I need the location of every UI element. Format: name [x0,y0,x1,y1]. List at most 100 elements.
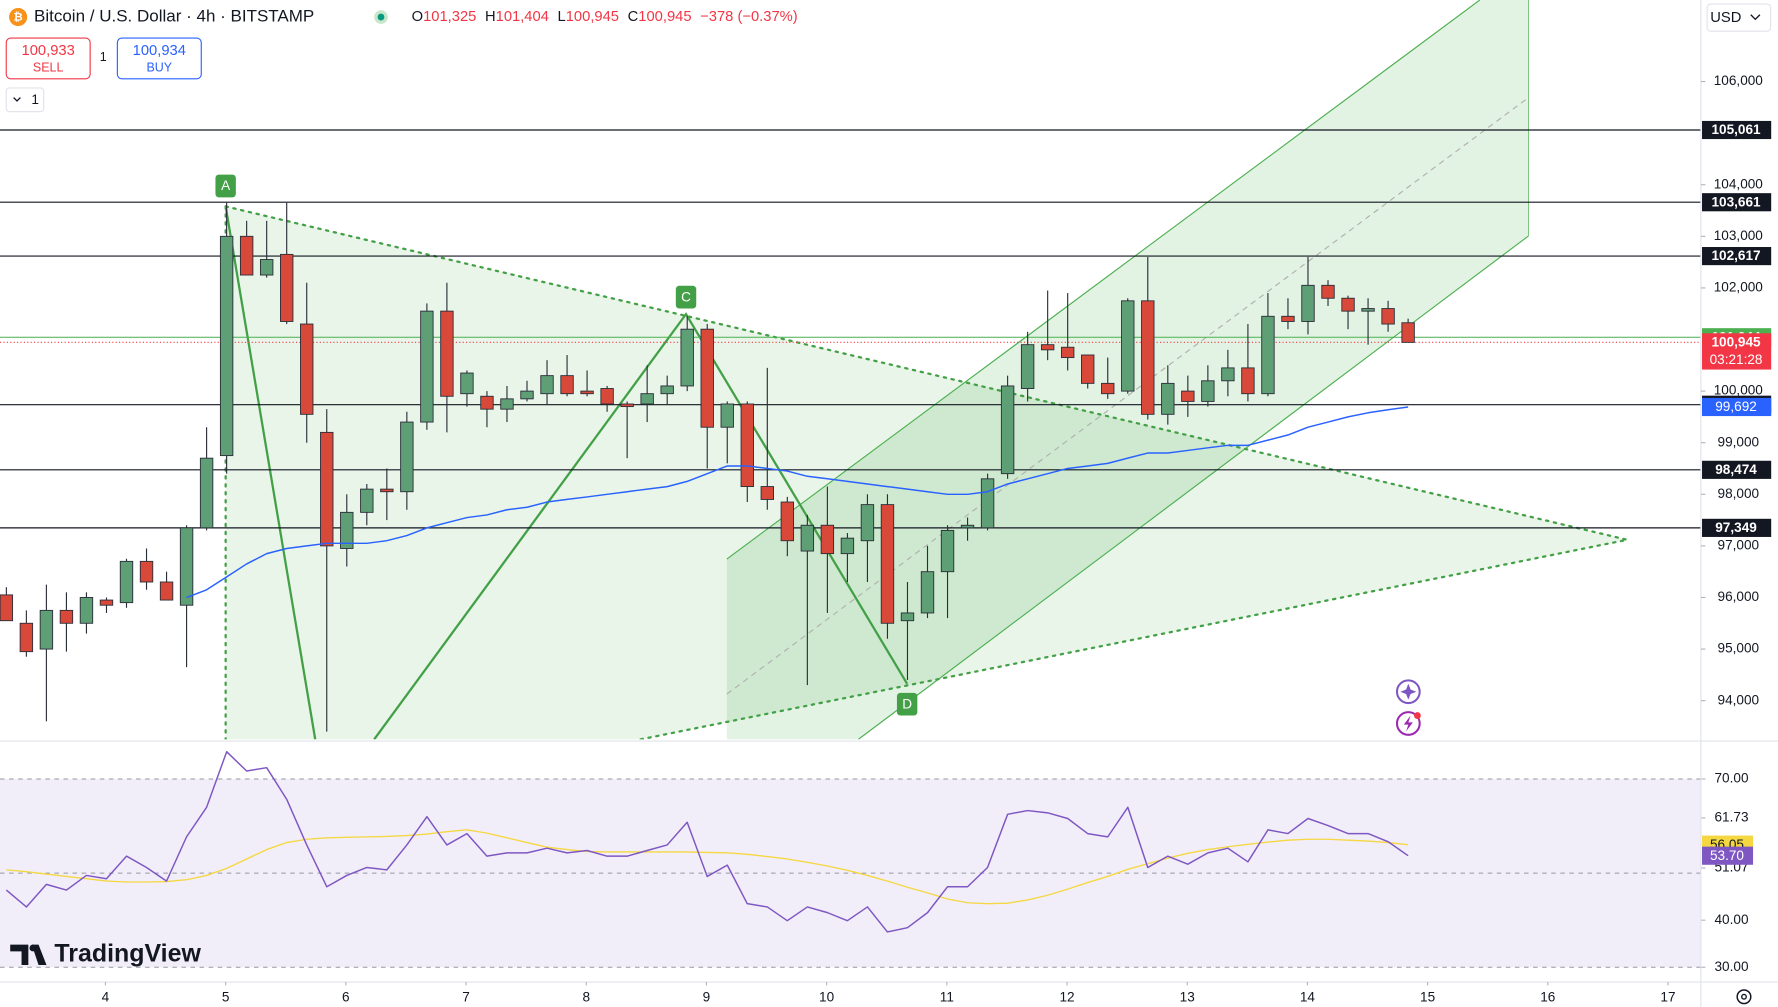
candle-body [1281,315,1295,322]
rsi-y-tick-label: 61.73 [1714,810,1748,825]
triangle-upper [224,205,1629,541]
candle-body [1221,367,1235,382]
buy-price: 100,934 [133,43,186,59]
candle-body [580,390,594,395]
candle-body [740,403,754,488]
y-tick-label: 94,000 [1718,692,1760,707]
currency-button[interactable] [1706,3,1772,32]
x-tick-label: 16 [1540,989,1555,1004]
pattern-label-box [215,174,236,198]
candle-body [139,560,154,583]
candle-body [640,393,654,405]
ohlc-key: L [558,9,566,25]
ohlc-value: 100,945 [638,9,691,25]
candle-body [940,529,955,573]
x-tick-label: 7 [462,989,470,1004]
candle-body [540,375,554,395]
settings-glyph [1741,993,1747,1000]
ohlc-key: H [485,9,496,25]
alert-dot [1414,712,1421,719]
candle-body [1341,297,1355,312]
candle-body [560,375,574,395]
candle-body [1101,382,1115,395]
candle-body [1321,284,1335,299]
x-tick-label: 14 [1300,989,1316,1004]
candle-body [380,488,394,493]
coin-icon-glyph: ₿ [14,12,23,24]
level-tag-box [1702,518,1772,537]
market-status-dot [377,13,385,21]
candle-body [219,235,234,457]
candle-body [1020,344,1035,389]
y-tick-label: 97,000 [1718,537,1760,552]
candle-body [179,527,194,606]
buy-button[interactable] [116,37,202,80]
candle-body [460,372,474,395]
candle-body [840,537,855,555]
pattern-label: C [681,289,691,304]
ma-tag: 99,692 [1715,399,1757,414]
x-tick-label: 13 [1180,989,1195,1004]
candle-body [800,524,815,552]
moving-average [186,406,1409,599]
quantity-dropdown[interactable] [5,87,45,113]
candle-body [860,504,875,542]
candle-body [39,609,54,650]
level-tag: 103,661 [1711,194,1761,209]
channel-top [726,0,1481,560]
candle-body [980,478,995,529]
candle-body [239,235,254,276]
rsi-tag-box [1702,846,1754,865]
pattern-label: A [221,178,231,193]
level-tag-box [1702,247,1772,266]
candle-body [900,612,915,622]
candle-body [780,501,795,542]
ohlc-key: C [628,9,639,25]
currency: USD [1710,10,1741,26]
ohlc-value: 101,325 [423,9,476,25]
overlay: A C D [215,174,1421,736]
quantity: 1 [31,92,39,107]
level-tag-box [1702,193,1772,212]
x-tick-label: 10 [819,989,835,1004]
candle-body [1241,367,1255,395]
x-tick-label: 4 [102,989,110,1004]
candle-body [700,328,714,428]
y-tick-label: 103,000 [1714,228,1764,243]
candle-body [19,622,34,653]
candle-body [360,488,374,513]
rsi-lines [5,750,1409,933]
candle-body [1040,344,1055,351]
candle-body [1161,382,1175,415]
level-tag: 102,617 [1711,248,1760,263]
candle-body [59,609,74,624]
assistant-icon-star [1400,683,1417,700]
candle-body [960,524,975,529]
candle-body [880,504,895,624]
candle-body [820,524,835,555]
last-price-tag: 100,945 [1711,335,1761,350]
candle-body [1401,322,1415,343]
level-tag: 98,474 [1715,462,1757,477]
candle-body [440,310,454,397]
triangle-lower [639,538,1629,740]
logo-mark [10,944,47,966]
y-tick-label: 99,000 [1718,434,1760,449]
y-tick-label: 95,000 [1718,641,1760,656]
sell-button[interactable] [5,37,91,80]
ohlc-change: −378 (−0.37%) [700,9,797,25]
candle-body [340,511,354,549]
pattern-leg [373,312,909,740]
candle-body [280,253,294,322]
rsi-y-tick-label: 70.00 [1714,771,1748,786]
settings-button[interactable] [1736,989,1752,1005]
candle-body [620,403,634,408]
candle-body [720,403,734,428]
triangle-fill [225,206,1628,740]
dropdown-caret [13,97,21,102]
candle-body [0,594,14,622]
